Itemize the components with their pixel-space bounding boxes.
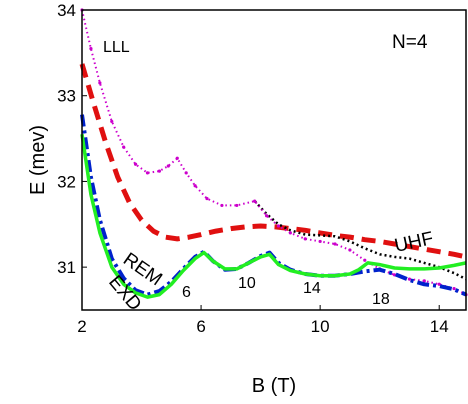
lll-point [205, 196, 209, 201]
annotation-lll: LLL [103, 39, 130, 56]
lll-point [303, 237, 307, 241]
lll-point [89, 46, 93, 51]
y-tick-label: 34 [57, 1, 76, 20]
x-tick-label: 14 [430, 317, 449, 336]
lll-point [122, 145, 126, 149]
lll-point [363, 258, 367, 262]
annotation-18: 18 [372, 291, 390, 308]
series-dotted-black-line [253, 200, 467, 281]
annotation-10: 10 [238, 275, 256, 292]
lll-point [175, 156, 179, 160]
lll-point [288, 231, 292, 235]
lll-point [253, 199, 257, 203]
x-axis-label: B (T) [252, 375, 296, 397]
series-uhf-line [79, 63, 467, 260]
x-tick-label: 10 [311, 317, 330, 336]
lll-point [333, 242, 337, 246]
lll-point [157, 169, 161, 173]
lll-point [437, 282, 441, 286]
lll-point [264, 214, 269, 218]
y-axis-label: E (mev) [27, 125, 49, 195]
annotation-6: 6 [182, 284, 191, 301]
lll-point [235, 203, 239, 208]
lll-point [133, 162, 138, 166]
lll-point [166, 164, 170, 168]
lll-point [348, 248, 352, 252]
plot-frame [81, 9, 467, 311]
annotation-14: 14 [303, 280, 321, 297]
lll-point [276, 224, 281, 228]
lll-point [452, 286, 456, 291]
y-tick-label: 32 [57, 172, 76, 191]
y-tick-label: 31 [57, 258, 76, 277]
lll-point [318, 239, 322, 244]
annotation-n: N=4 [392, 32, 428, 53]
x-tick-label: 6 [196, 317, 205, 336]
curves-layer [79, 8, 468, 299]
lll-point [110, 119, 114, 124]
lll-point [145, 171, 150, 175]
lll-point [184, 171, 188, 175]
lll-point [193, 184, 197, 188]
lll-point [407, 277, 412, 281]
annotation-uhf: UHF [393, 228, 436, 257]
lll-point [98, 81, 102, 85]
lll-point [422, 279, 426, 283]
x-tick-label: 2 [77, 317, 86, 336]
lll-point [220, 203, 224, 208]
y-tick-label: 33 [57, 87, 76, 106]
ticks-layer: 2 6 10 14 31 32 33 34 [57, 1, 449, 336]
series-exd-line [80, 134, 467, 299]
